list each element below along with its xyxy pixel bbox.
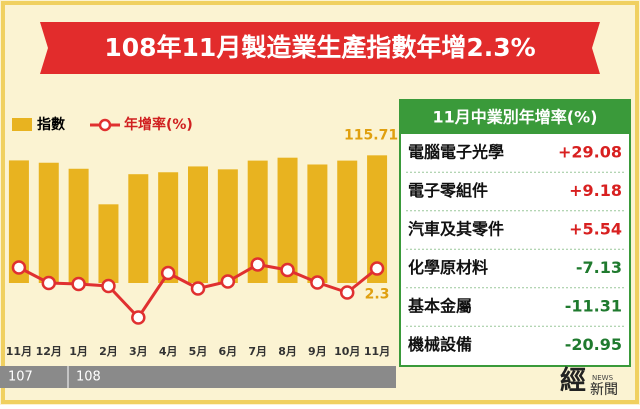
bar <box>367 155 388 283</box>
bar <box>247 160 268 283</box>
bar <box>38 162 59 283</box>
row-name: 基本金屬 <box>407 297 472 316</box>
x-tick-label: 2月 <box>99 345 118 358</box>
title-banner <box>40 22 600 74</box>
legend-label: 年增率(%) <box>124 116 193 133</box>
row-value: -7.13 <box>576 258 622 277</box>
chart-title: 108年11月製造業生產指數年增2.3% <box>104 33 535 62</box>
x-tick-label: 12月 <box>36 345 62 358</box>
row-name: 化學原材料 <box>408 258 488 277</box>
bar <box>188 166 208 283</box>
panel <box>399 99 631 367</box>
row-value: +9.18 <box>569 181 622 200</box>
year-strip <box>0 366 396 388</box>
bar <box>158 172 179 283</box>
line-marker <box>220 274 236 289</box>
row-value: +5.54 <box>569 220 622 239</box>
row-value: +29.08 <box>558 143 622 162</box>
legend-marker <box>98 118 112 132</box>
panel-header <box>400 100 630 134</box>
line-marker <box>310 275 325 290</box>
x-tick-label: 3月 <box>129 345 148 358</box>
bar <box>68 168 89 283</box>
line-marker <box>190 281 206 296</box>
line-marker <box>160 265 176 281</box>
x-tick-label: 4月 <box>159 345 178 358</box>
line-marker <box>339 285 355 300</box>
bar <box>277 157 298 283</box>
x-tick-label: 7月 <box>248 345 267 358</box>
bar <box>337 160 358 283</box>
x-tick-label: 1月 <box>69 345 88 358</box>
data-label: 115.71 <box>344 127 398 143</box>
row-name: 機械設備 <box>408 335 472 354</box>
bar <box>217 169 238 283</box>
row-name: 電腦電子光學 <box>408 143 504 162</box>
row-name: 汽車及其零件 <box>408 220 504 239</box>
year-label: 108 <box>76 370 101 385</box>
x-tick-label: 5月 <box>189 345 208 358</box>
bar <box>128 174 149 283</box>
year-label: 107 <box>8 370 33 385</box>
row-value: -20.95 <box>565 335 622 354</box>
row-name: 電子零組件 <box>408 181 488 200</box>
x-tick-label: 8月 <box>278 345 297 358</box>
data-label: 2.3 <box>365 287 390 303</box>
line-marker <box>101 278 116 294</box>
legend-swatch <box>12 118 32 131</box>
x-tick-label: 6月 <box>219 345 238 358</box>
legend-label: 指數 <box>37 116 65 133</box>
logo: 新聞 <box>590 382 618 398</box>
panel-title: 11月中業別年增率(%) <box>433 108 598 127</box>
bar <box>98 204 119 283</box>
row-value: -11.31 <box>565 297 622 316</box>
bar <box>307 164 328 283</box>
line-marker <box>369 261 385 276</box>
logo: NEWS <box>592 374 614 382</box>
x-tick-label: 11月 <box>364 345 390 358</box>
x-tick-label: 10月 <box>334 345 360 358</box>
line-marker <box>11 260 27 275</box>
bar <box>8 160 29 283</box>
line-marker <box>250 257 265 272</box>
line-marker <box>41 275 57 291</box>
x-tick-label: 9月 <box>308 345 327 358</box>
x-tick-label: 11月 <box>6 345 32 358</box>
line-marker <box>280 262 295 278</box>
logo: 經 <box>560 365 586 396</box>
line-marker <box>71 276 86 292</box>
line-marker <box>131 310 146 325</box>
